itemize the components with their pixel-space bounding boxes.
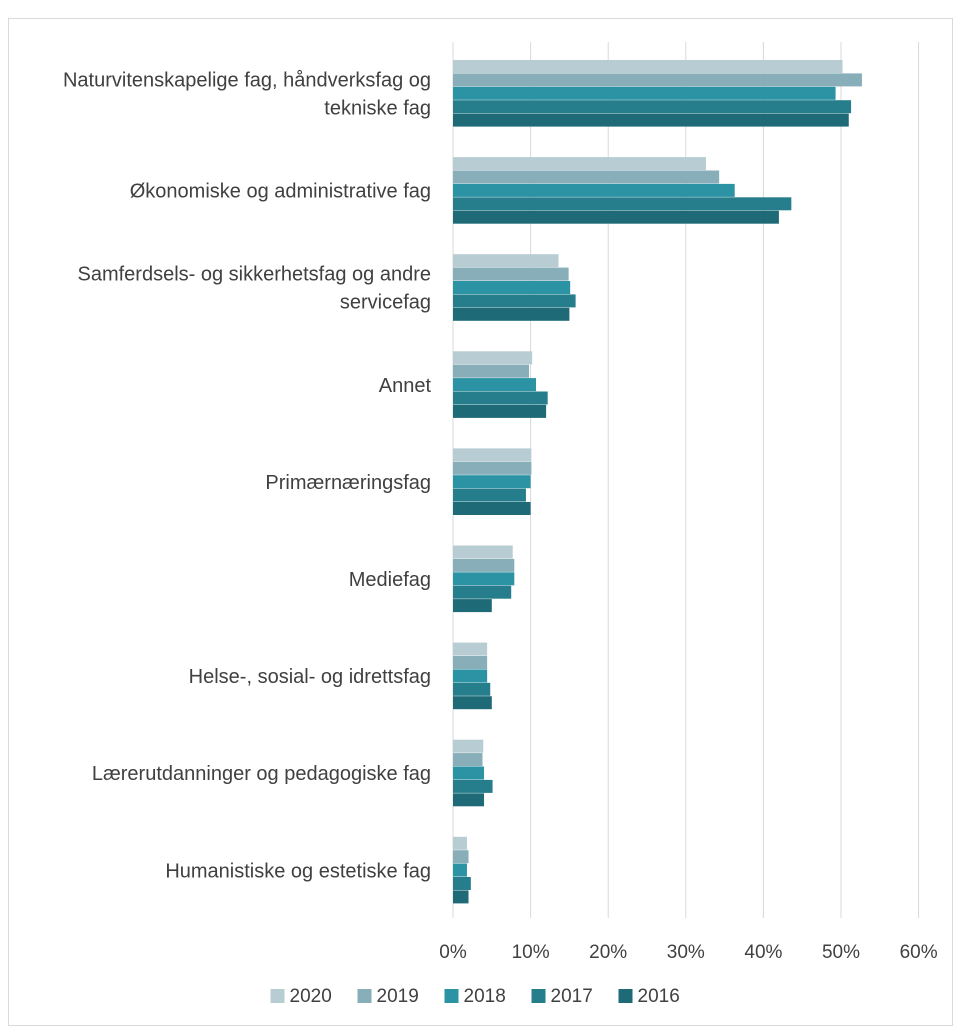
bar-2019-lærerutdanninger-og-pedagogiske-fag: [453, 753, 483, 767]
bar-2017-annet: [453, 391, 548, 405]
category-label: Naturvitenskapelige fag, håndverksfag og…: [63, 70, 431, 120]
bar-2017-samferdsels-og-sikkerhetsfag-og-andre-servicefag: [453, 294, 576, 308]
legend-label-2016: 2016: [638, 986, 680, 1007]
bar-2020-mediefag: [453, 545, 513, 559]
bars: [453, 60, 862, 904]
bar-2017-helse-sosial-og-idrettsfag: [453, 682, 491, 696]
x-axis-tick-labels: 0% 10% 20% 30% 40% 50% 60%: [439, 942, 937, 963]
bar-2020-samferdsels-og-sikkerhetsfag-og-andre-servicefag: [453, 254, 559, 268]
bar-2019-humanistiske-og-estetiske-fag: [453, 850, 469, 864]
bar-2016-annet: [453, 404, 547, 418]
bar-2020-primærnæringsfag: [453, 448, 532, 462]
bar-2017-naturvitenskapelige-fag-håndverksfag-og-tekniske-fag: [453, 100, 852, 114]
bar-2018-samferdsels-og-sikkerhetsfag-og-andre-servicefag: [453, 281, 571, 294]
bar-2018-annet: [453, 378, 537, 392]
legend-label-2020: 2020: [290, 986, 332, 1007]
bar-2019-helse-sosial-og-idrettsfag: [453, 656, 488, 669]
bar-2018-naturvitenskapelige-fag-håndverksfag-og-tekniske-fag: [453, 86, 836, 100]
bar-2016-lærerutdanninger-og-pedagogiske-fag: [453, 793, 485, 807]
bar-2020-annet: [453, 351, 533, 365]
x-tick-label: 10%: [512, 942, 550, 963]
category-label: Økonomiske og administrative fag: [130, 181, 431, 203]
bar-2020-økonomiske-og-administrative-fag: [453, 157, 706, 171]
bar-2016-samferdsels-og-sikkerhetsfag-og-andre-servicefag: [453, 307, 570, 321]
x-tick-label: 40%: [744, 942, 782, 963]
category-label: Humanistiske og estetiske fag: [165, 860, 431, 882]
category-label: Samferdsels- og sikkerhetsfag og andre se…: [77, 264, 431, 314]
x-tick-label: 50%: [822, 942, 860, 963]
bar-2016-mediefag: [453, 599, 492, 613]
category-label: Mediefag: [349, 569, 431, 591]
legend-label-2017: 2017: [551, 986, 593, 1007]
bar-2018-primærnæringsfag: [453, 475, 531, 489]
legend-label-2018: 2018: [464, 986, 506, 1007]
bar-2017-mediefag: [453, 585, 512, 599]
bar-2018-humanistiske-og-estetiske-fag: [453, 863, 467, 877]
x-tick-label: 20%: [589, 942, 627, 963]
bar-2017-økonomiske-og-administrative-fag: [453, 197, 792, 211]
bar-2018-mediefag: [453, 572, 515, 586]
category-label: Primærnæringsfag: [265, 472, 431, 494]
bar-2017-humanistiske-og-estetiske-fag: [453, 877, 471, 890]
legend-swatch-2020: [270, 989, 285, 1003]
x-tick-label: 0%: [439, 942, 467, 963]
bar-2020-lærerutdanninger-og-pedagogiske-fag: [453, 739, 484, 753]
bar-2018-økonomiske-og-administrative-fag: [453, 183, 735, 197]
x-tick-label: 60%: [900, 942, 938, 963]
bar-2019-annet: [453, 364, 530, 378]
bar-2016-helse-sosial-og-idrettsfag: [453, 696, 492, 710]
bar-2019-samferdsels-og-sikkerhetsfag-og-andre-servicefag: [453, 267, 569, 281]
bar-2020-naturvitenskapelige-fag-håndverksfag-og-tekniske-fag: [453, 60, 843, 73]
legend: 2020 2019 2018 2017 2016: [270, 986, 680, 1007]
bar-2016-naturvitenskapelige-fag-håndverksfag-og-tekniske-fag: [453, 113, 849, 127]
category-labels: Naturvitenskapelige fag, håndverksfag og…: [63, 70, 431, 883]
bar-2017-lærerutdanninger-og-pedagogiske-fag: [453, 779, 493, 793]
bar-2019-mediefag: [453, 558, 515, 572]
x-tick-label: 30%: [667, 942, 705, 963]
bar-2020-humanistiske-og-estetiske-fag: [453, 836, 467, 850]
bar-2019-økonomiske-og-administrative-fag: [453, 170, 720, 184]
bar-2016-humanistiske-og-estetiske-fag: [453, 890, 469, 904]
chart-frame: [8, 18, 953, 1026]
bar-2016-primærnæringsfag: [453, 502, 531, 515]
legend-swatch-2019: [357, 989, 372, 1003]
legend-swatch-2017: [531, 989, 546, 1003]
category-label: Lærerutdanninger og pedagogiske fag: [92, 763, 431, 785]
bar-2019-naturvitenskapelige-fag-håndverksfag-og-tekniske-fag: [453, 73, 862, 87]
bar-2018-helse-sosial-og-idrettsfag: [453, 669, 488, 683]
bar-2017-primærnæringsfag: [453, 488, 526, 502]
bar-2018-lærerutdanninger-og-pedagogiske-fag: [453, 766, 485, 780]
legend-label-2019: 2019: [377, 986, 419, 1007]
bar-2016-økonomiske-og-administrative-fag: [453, 210, 779, 224]
category-label: Helse-, sosial- og idrettsfag: [189, 666, 431, 688]
bar-2020-helse-sosial-og-idrettsfag: [453, 642, 488, 656]
legend-swatch-2016: [618, 989, 633, 1003]
bar-2019-primærnæringsfag: [453, 461, 532, 475]
legend-swatch-2018: [444, 989, 459, 1003]
category-label: Annet: [379, 375, 432, 397]
